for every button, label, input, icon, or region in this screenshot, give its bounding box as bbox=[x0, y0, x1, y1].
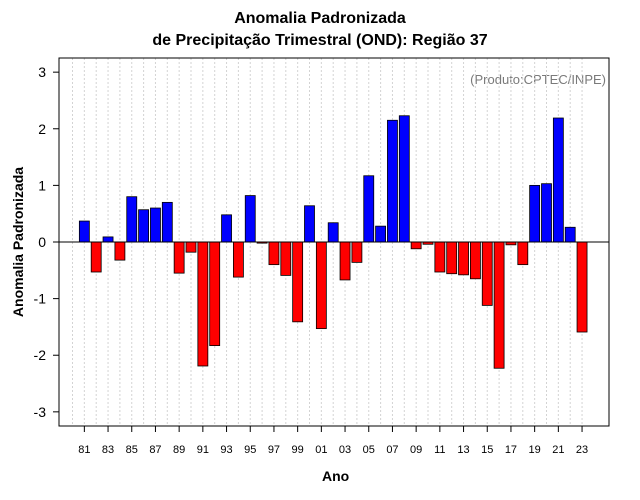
bar bbox=[150, 207, 161, 243]
chart-title: Anomalia Padronizada bbox=[234, 10, 406, 27]
chart-credit: (Produto:CPTEC/INPE) bbox=[470, 72, 606, 87]
bar bbox=[517, 241, 529, 266]
bar bbox=[304, 205, 315, 243]
y-tick-label: 2 bbox=[38, 121, 46, 137]
x-tick-label: 95 bbox=[244, 444, 256, 456]
bar bbox=[363, 175, 375, 243]
bar bbox=[78, 220, 90, 243]
bar bbox=[493, 241, 505, 369]
bar bbox=[292, 241, 304, 323]
y-tick-label: 1 bbox=[38, 177, 46, 193]
x-tick-label: 23 bbox=[576, 444, 588, 456]
x-tick-label: 05 bbox=[363, 444, 375, 456]
bar bbox=[197, 241, 209, 367]
bar bbox=[434, 241, 446, 273]
bar bbox=[209, 241, 221, 347]
x-tick-label: 07 bbox=[386, 444, 398, 456]
bar bbox=[339, 241, 351, 281]
x-tick-label: 19 bbox=[529, 444, 541, 456]
bar bbox=[232, 241, 244, 278]
x-tick-label: 13 bbox=[457, 444, 469, 456]
bar bbox=[410, 241, 422, 250]
bar bbox=[529, 184, 541, 243]
bar bbox=[221, 214, 232, 243]
bar bbox=[351, 241, 363, 263]
bar bbox=[244, 195, 256, 243]
bar bbox=[173, 241, 185, 274]
x-tick-label: 15 bbox=[481, 444, 493, 456]
x-tick-label: 97 bbox=[268, 444, 280, 456]
y-tick-label: -2 bbox=[34, 347, 47, 363]
bar bbox=[458, 241, 469, 276]
bar bbox=[387, 119, 398, 243]
x-tick-label: 93 bbox=[220, 444, 232, 456]
x-tick-label: 21 bbox=[552, 444, 564, 456]
chart-subtitle: de Precipitação Trimestral (OND): Região… bbox=[152, 32, 488, 49]
bar bbox=[576, 241, 588, 333]
x-tick-label: 99 bbox=[292, 444, 304, 456]
bar bbox=[280, 241, 292, 276]
bar bbox=[268, 241, 280, 266]
bar bbox=[161, 201, 173, 243]
x-tick-label: 09 bbox=[410, 444, 422, 456]
y-tick-label: 3 bbox=[38, 64, 46, 80]
bar bbox=[327, 222, 339, 243]
bar bbox=[446, 241, 458, 275]
x-tick-label: 11 bbox=[434, 444, 445, 456]
x-tick-label: 01 bbox=[315, 444, 327, 456]
bar bbox=[126, 196, 138, 243]
bar bbox=[375, 225, 387, 243]
bar bbox=[315, 241, 327, 330]
x-tick-label: 89 bbox=[173, 444, 185, 456]
bar bbox=[102, 236, 114, 243]
x-tick-label: 85 bbox=[126, 444, 138, 456]
x-tick-label: 03 bbox=[339, 444, 351, 456]
x-tick-label: 81 bbox=[78, 444, 90, 456]
bar bbox=[185, 241, 197, 253]
y-tick-label: -3 bbox=[34, 404, 47, 420]
bar bbox=[114, 241, 126, 261]
x-tick-label: 87 bbox=[149, 444, 161, 456]
bar bbox=[398, 115, 410, 243]
bar bbox=[138, 209, 150, 243]
bar bbox=[90, 241, 102, 273]
y-tick-label: 0 bbox=[38, 234, 46, 250]
x-tick-label: 91 bbox=[197, 444, 209, 456]
y-tick-label: -1 bbox=[34, 291, 47, 307]
bar bbox=[541, 183, 552, 243]
x-axis-title: Ano bbox=[322, 468, 350, 484]
bar bbox=[469, 241, 481, 280]
bar bbox=[564, 226, 576, 243]
x-tick-label: 83 bbox=[102, 444, 114, 456]
bar bbox=[552, 117, 564, 243]
x-tick-label: 17 bbox=[505, 444, 517, 456]
bar bbox=[481, 241, 493, 306]
